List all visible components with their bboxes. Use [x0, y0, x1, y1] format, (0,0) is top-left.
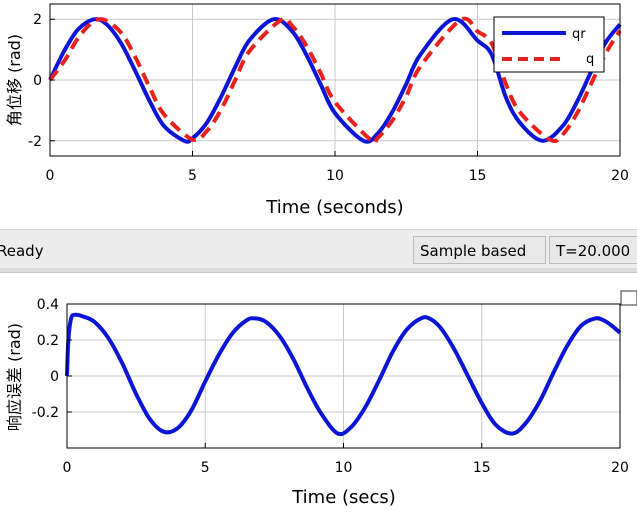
- bottom-x-tick-label: 5: [201, 460, 210, 476]
- sim-time-field: T=20.000: [549, 236, 637, 264]
- top-y-tick-label: -2: [28, 134, 42, 150]
- bottom-grid: [66, 303, 621, 448]
- bottom-y-tick-label: 0: [50, 369, 59, 385]
- top-x-tick-label: 10: [326, 168, 344, 184]
- top-x-tick-label: 20: [611, 168, 629, 184]
- legend-box: [493, 16, 605, 73]
- top-y-ticks: 2 0 -2: [28, 12, 55, 150]
- top-y-axis-label: 角位移 (rad): [5, 34, 24, 126]
- top-x-tick-label: 0: [46, 168, 55, 184]
- bottom-x-ticks: 0 5 10 15 20: [63, 443, 629, 476]
- legend: qr q: [493, 16, 605, 73]
- legend-label-q: q: [586, 52, 594, 67]
- top-x-axis-label: Time (seconds): [265, 197, 403, 218]
- top-y-tick-label: 0: [33, 73, 42, 89]
- legend-label-qr: qr: [572, 27, 586, 42]
- top-series: [48, 16, 622, 145]
- top-x-ticks: 0 5 10 15 20: [46, 151, 629, 184]
- bottom-x-axis-label: Time (secs): [291, 487, 396, 508]
- resize-grip[interactable]: [0, 268, 637, 272]
- bottom-series: [65, 312, 622, 437]
- bottom-y-ticks: 0.4 0.2 0 -0.2: [32, 297, 72, 421]
- bottom-x-tick-label: 20: [611, 460, 629, 476]
- status-bar: Ready Sample based T=20.000: [0, 229, 637, 273]
- bottom-y-tick-label: -0.2: [32, 405, 59, 421]
- bottom-x-tick-label: 15: [473, 460, 491, 476]
- bottom-chart: 0 5 10 15 20 0.4 0.2 0 -0.2 Time (secs) 响应误差 (r…: [5, 290, 637, 508]
- top-y-tick-label: 2: [33, 12, 42, 28]
- expand-icon[interactable]: [620, 290, 637, 306]
- bottom-y-tick-label: 0.4: [37, 297, 59, 313]
- status-ready-text: Ready: [0, 242, 44, 260]
- top-series-q: [48, 16, 622, 145]
- top-series-qr: [48, 17, 622, 144]
- bottom-x-tick-label: 10: [335, 460, 353, 476]
- bottom-series-line: [65, 312, 622, 437]
- sample-mode-field: Sample based: [413, 236, 546, 264]
- top-x-tick-label: 15: [469, 168, 487, 184]
- bottom-x-tick-label: 0: [63, 460, 72, 476]
- bottom-y-tick-label: 0.2: [37, 333, 59, 349]
- bottom-y-axis-label: 响应误差 (rad): [5, 323, 24, 431]
- top-chart: 0 5 10 15 20 20-2 Time (seconds) 角位移 (rad) q…: [5, 3, 629, 218]
- top-x-tick-label: 5: [188, 168, 197, 184]
